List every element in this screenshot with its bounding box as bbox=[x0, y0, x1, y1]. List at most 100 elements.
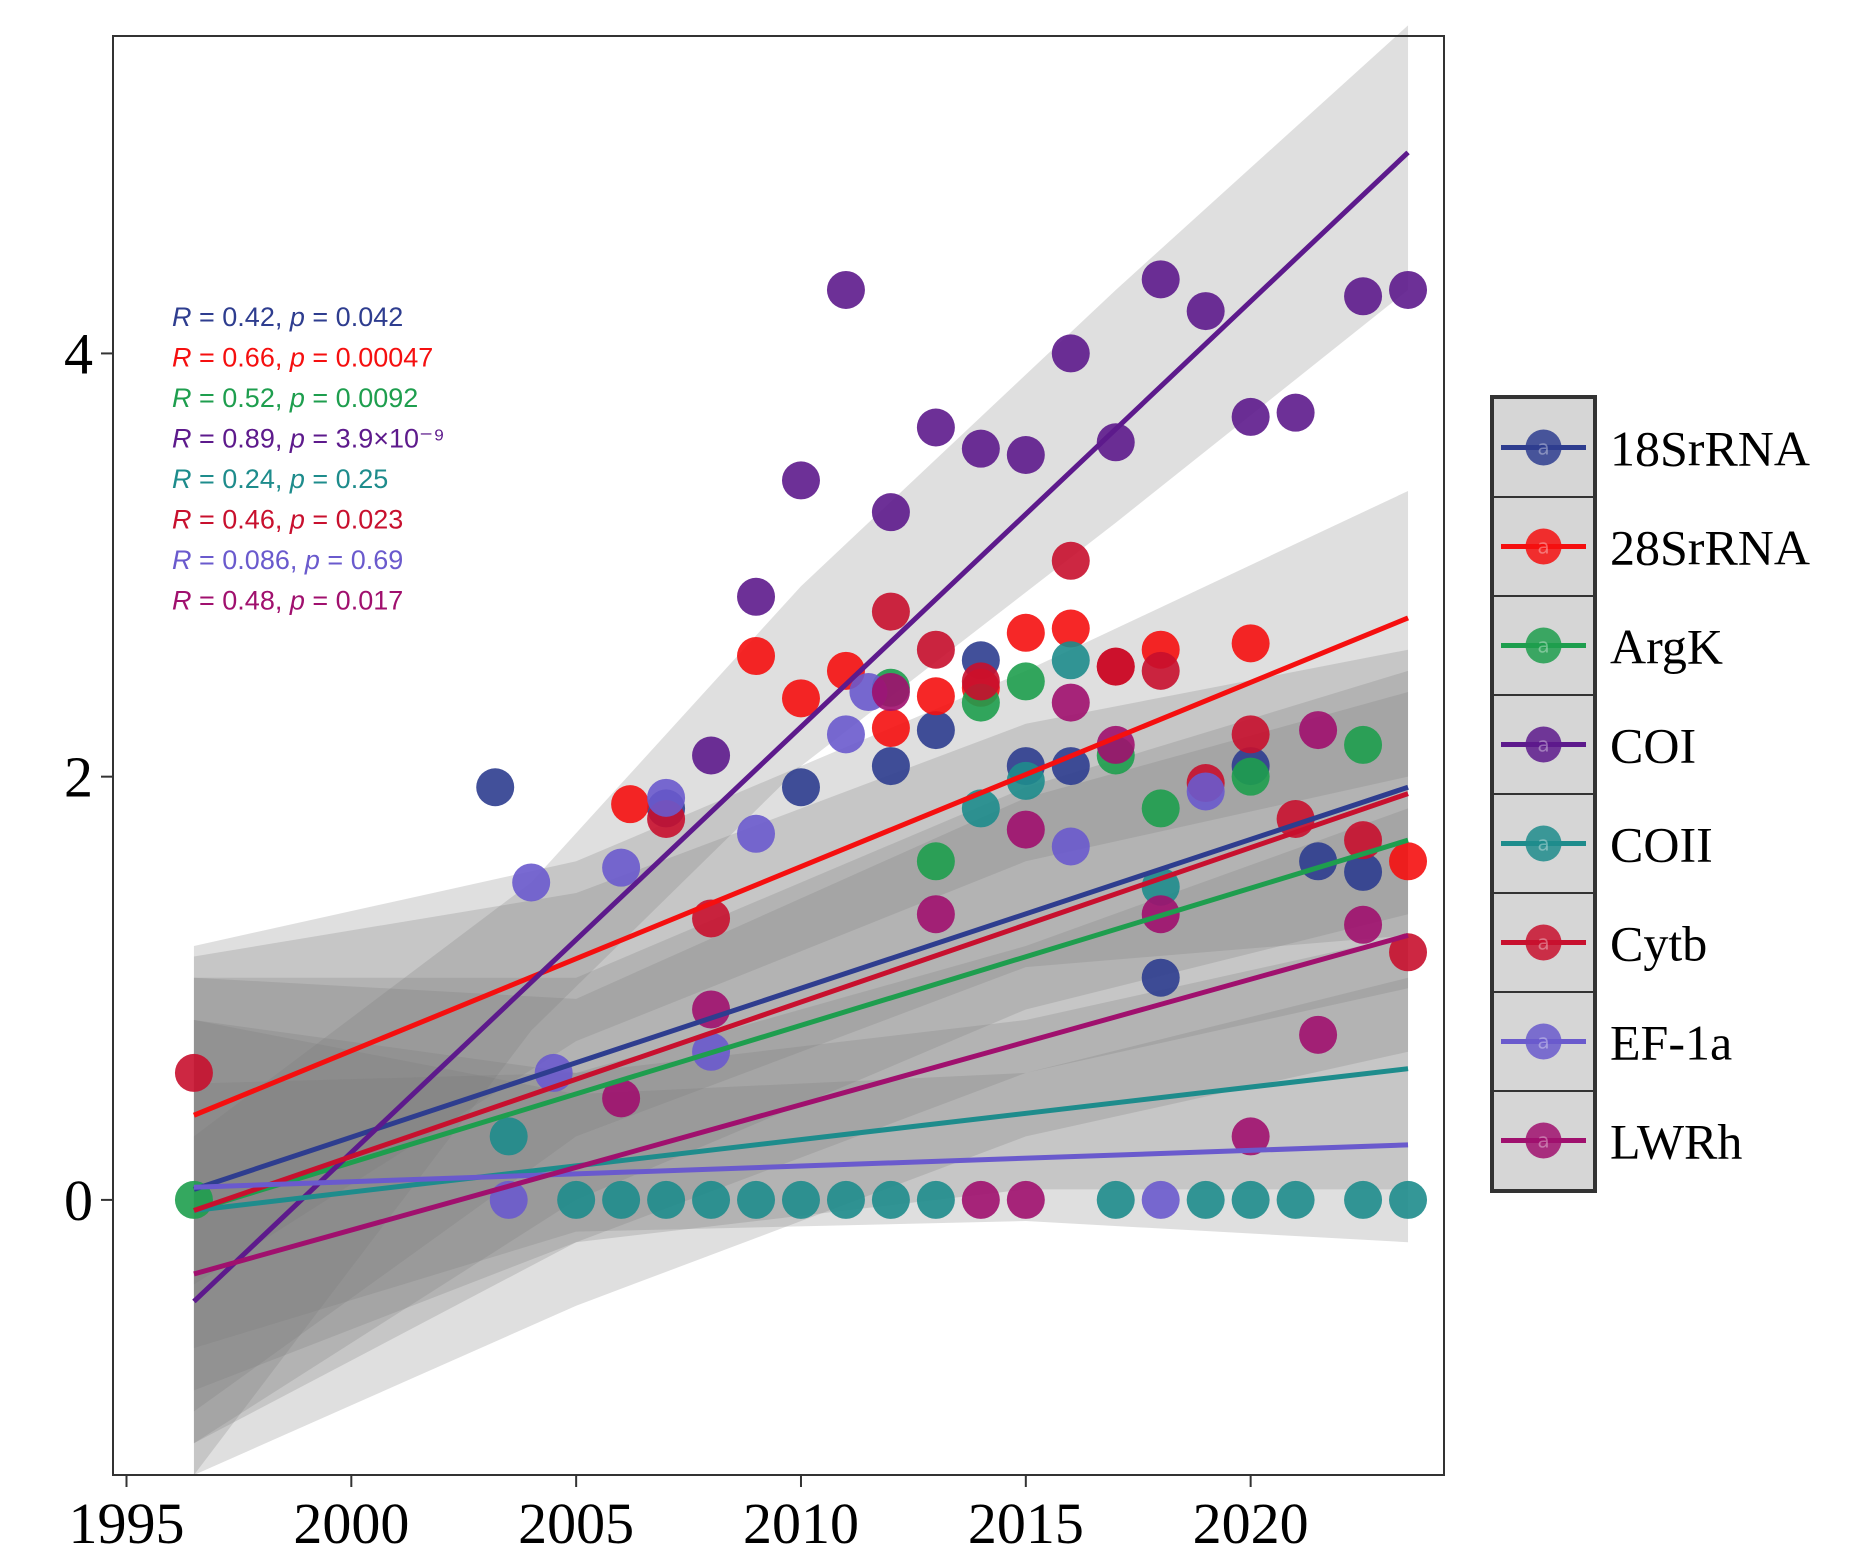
stat-label-coi: R = 0.89, p = 3.9×10⁻⁹ bbox=[172, 424, 445, 454]
stat-label-18srrna: R = 0.42, p = 0.042 bbox=[172, 302, 403, 332]
ci-band-cytb bbox=[193, 670, 1409, 1444]
y-tick-label-4: 4 bbox=[64, 321, 93, 386]
legend-label-argk: ArgK bbox=[1610, 619, 1723, 675]
legend-item-lwrh[interactable]: a LWRh bbox=[1492, 1090, 1742, 1191]
legend-item-cytb[interactable]: a Cytb bbox=[1492, 892, 1707, 993]
trend-lines bbox=[192, 150, 1410, 1304]
point-28srrna-11 bbox=[1231, 624, 1270, 663]
point-lwrh-0 bbox=[602, 1079, 641, 1118]
legend-label-coi: COI bbox=[1610, 718, 1696, 774]
point-coi-4 bbox=[871, 493, 910, 532]
legend-key-point bbox=[1525, 924, 1562, 961]
point-ef-1a-4 bbox=[647, 778, 686, 817]
point-18srrna-3 bbox=[871, 747, 910, 786]
point-argk-8 bbox=[1344, 725, 1383, 764]
point-cytb-13 bbox=[1389, 933, 1428, 972]
legend-key-point bbox=[1525, 726, 1562, 763]
x-tick-label-2020: 2020 bbox=[1193, 1491, 1309, 1556]
legend-item-coi[interactable]: a COI bbox=[1492, 694, 1696, 795]
y-tick-label-2: 2 bbox=[64, 745, 93, 810]
point-18srrna-7 bbox=[1051, 747, 1090, 786]
legend-key-glyph: a bbox=[1537, 1030, 1549, 1054]
legend-item-28srrna[interactable]: a 28SrRNA bbox=[1492, 496, 1810, 597]
point-coii-13 bbox=[1096, 1180, 1135, 1219]
point-coi-6 bbox=[961, 429, 1000, 468]
x-tick-label-2010: 2010 bbox=[743, 1491, 859, 1556]
legend-key-point bbox=[1525, 429, 1562, 466]
legend-label-18srrna: 18SrRNA bbox=[1610, 421, 1810, 477]
point-ef-1a-6 bbox=[737, 814, 776, 853]
point-coi-3 bbox=[826, 270, 865, 309]
point-coii-7 bbox=[826, 1180, 865, 1219]
legend-item-ef-1a[interactable]: a EF-1a bbox=[1492, 991, 1732, 1092]
legend-key-point bbox=[1525, 627, 1562, 664]
stat-label-lwrh: R = 0.48, p = 0.017 bbox=[172, 586, 403, 616]
point-cytb-0 bbox=[174, 1053, 213, 1092]
point-coi-8 bbox=[1051, 334, 1090, 373]
legend[interactable]: a 18SrRNA a 28SrRNA a ArgK a COI a COII a Cytb a EF-1… bbox=[1490, 395, 1810, 1193]
point-coii-9 bbox=[916, 1180, 955, 1219]
point-coii-3 bbox=[647, 1180, 686, 1219]
point-argk-2 bbox=[916, 842, 955, 881]
point-18srrna-2 bbox=[781, 768, 820, 807]
axes: 1995 2000 2005 2010 2015 2020 0 2 4 bbox=[64, 321, 1309, 1556]
point-cytb-10 bbox=[1231, 715, 1270, 754]
point-coii-0 bbox=[489, 1117, 528, 1156]
legend-item-argk[interactable]: a ArgK bbox=[1492, 595, 1723, 696]
ci-band-28srrna bbox=[193, 490, 1409, 1285]
point-coi-9 bbox=[1096, 423, 1135, 462]
legend-key-point bbox=[1525, 1122, 1562, 1159]
trend-line-18srrna bbox=[193, 784, 1409, 1192]
legend-label-ef-1a: EF-1a bbox=[1610, 1015, 1732, 1071]
point-lwrh-6 bbox=[1006, 1180, 1045, 1219]
point-lwrh-5 bbox=[1006, 810, 1045, 849]
stat-label-28srrna: R = 0.66, p = 0.00047 bbox=[172, 343, 433, 373]
point-coi-7 bbox=[1006, 436, 1045, 475]
y-tick-label-0: 0 bbox=[64, 1168, 93, 1233]
point-lwrh-2 bbox=[871, 673, 910, 712]
point-cytb-6 bbox=[1051, 541, 1090, 580]
point-argk-4 bbox=[1006, 662, 1045, 701]
stat-label-ef-1a: R = 0.086, p = 0.69 bbox=[172, 545, 403, 575]
point-coii-18 bbox=[1344, 1180, 1383, 1219]
point-18srrna-11 bbox=[1344, 852, 1383, 891]
point-coii-1 bbox=[557, 1180, 596, 1219]
point-argk-6 bbox=[1141, 789, 1180, 828]
legend-key-glyph: a bbox=[1537, 634, 1549, 658]
point-28srrna-7 bbox=[1006, 613, 1045, 652]
point-28srrna-2 bbox=[781, 679, 820, 718]
point-cytb-3 bbox=[871, 592, 910, 631]
legend-item-coii[interactable]: a COII bbox=[1492, 793, 1713, 894]
legend-key-point bbox=[1525, 1023, 1562, 1060]
point-lwrh-7 bbox=[1051, 683, 1090, 722]
point-lwrh-3 bbox=[916, 895, 955, 934]
point-28srrna-12 bbox=[1389, 842, 1428, 881]
point-lwrh-11 bbox=[1299, 711, 1338, 750]
point-lwrh-10 bbox=[1231, 1117, 1270, 1156]
stat-label-argk: R = 0.52, p = 0.0092 bbox=[172, 383, 418, 413]
point-coi-12 bbox=[1231, 397, 1270, 436]
x-tick-label-2000: 2000 bbox=[293, 1491, 409, 1556]
correlation-annotations: R = 0.42, p = 0.042 R = 0.66, p = 0.00047… bbox=[172, 302, 445, 616]
point-18srrna-4 bbox=[916, 711, 955, 750]
point-18srrna-0 bbox=[476, 768, 515, 807]
point-ef-1a-7 bbox=[826, 715, 865, 754]
legend-label-cytb: Cytb bbox=[1610, 916, 1707, 972]
plot-panel-border bbox=[112, 35, 1445, 1476]
point-coii-19 bbox=[1389, 1180, 1428, 1219]
trend-line-lwrh bbox=[193, 932, 1409, 1277]
point-coii-17 bbox=[1276, 1180, 1315, 1219]
point-cytb-5 bbox=[961, 662, 1000, 701]
ci-band-coi bbox=[193, 25, 1409, 1476]
ci-band-argk bbox=[193, 692, 1409, 1444]
legend-label-lwrh: LWRh bbox=[1610, 1114, 1742, 1170]
legend-item-18srrna[interactable]: a 18SrRNA bbox=[1492, 397, 1810, 498]
point-coi-13 bbox=[1276, 393, 1315, 432]
point-ef-1a-1 bbox=[512, 863, 551, 902]
point-coi-14 bbox=[1344, 277, 1383, 316]
point-lwrh-12 bbox=[1299, 1015, 1338, 1054]
point-28srrna-5 bbox=[916, 677, 955, 716]
point-coii-6 bbox=[781, 1180, 820, 1219]
ci-band-coii bbox=[193, 935, 1409, 1391]
legend-key-glyph: a bbox=[1537, 832, 1549, 856]
